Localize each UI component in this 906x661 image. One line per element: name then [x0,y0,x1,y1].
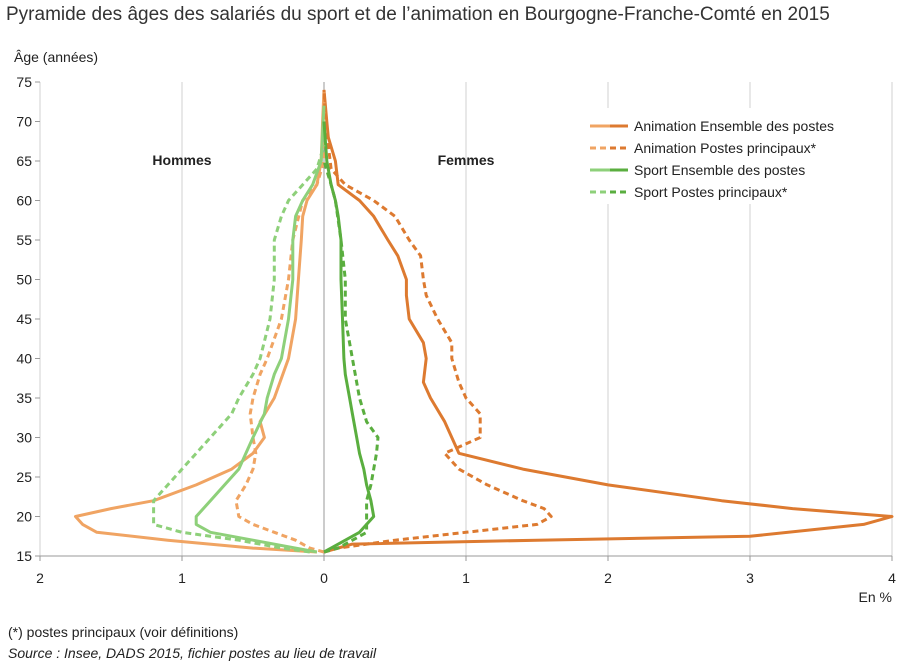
legend-label: Animation Postes principaux* [634,140,817,156]
series-line-women-1 [322,89,894,554]
series-line-men-1 [74,89,326,554]
footnote: (*) postes principaux (voir définitions) [8,624,239,640]
x-tick-label: 1 [462,570,470,586]
x-tick-label: 0 [320,570,328,586]
series-line-men-2 [234,89,326,554]
y-tick-label: 15 [16,548,32,564]
men-label: Hommes [152,152,211,168]
y-tick-label: 50 [16,272,32,288]
y-tick-label: 60 [16,193,32,209]
series-line-women-3 [322,121,376,554]
x-tick-label: 4 [888,570,896,586]
x-tick-label: 3 [746,570,754,586]
y-tick-label: 25 [16,469,32,485]
legend-label: Sport Ensemble des postes [634,162,805,178]
x-tick-label: 2 [604,570,612,586]
series-line-women-4 [322,160,380,554]
x-tick-label: 2 [36,570,44,586]
series-line-men-3 [194,105,326,554]
series-line-women-2 [322,89,553,554]
legend-label: Sport Postes principaux* [634,184,788,200]
y-tick-label: 75 [16,74,32,90]
y-tick-label: 70 [16,114,32,130]
series-line-men-4 [152,144,326,554]
y-tick-label: 55 [16,232,32,248]
x-tick-label: 1 [178,570,186,586]
legend-box [584,108,852,204]
women-label: Femmes [438,152,495,168]
y-tick-label: 30 [16,430,32,446]
source-note: Source : Insee, DADS 2015, fichier poste… [8,645,377,661]
y-tick-label: 20 [16,509,32,525]
y-tick-label: 35 [16,390,32,406]
y-tick-label: 45 [16,311,32,327]
x-axis-label: En % [859,589,892,605]
y-tick-label: 40 [16,351,32,367]
legend-label: Animation Ensemble des postes [634,118,834,134]
chart-title: Pyramide des âges des salariés du sport … [6,4,830,25]
y-axis-label: Âge (années) [14,49,98,65]
y-tick-label: 65 [16,153,32,169]
